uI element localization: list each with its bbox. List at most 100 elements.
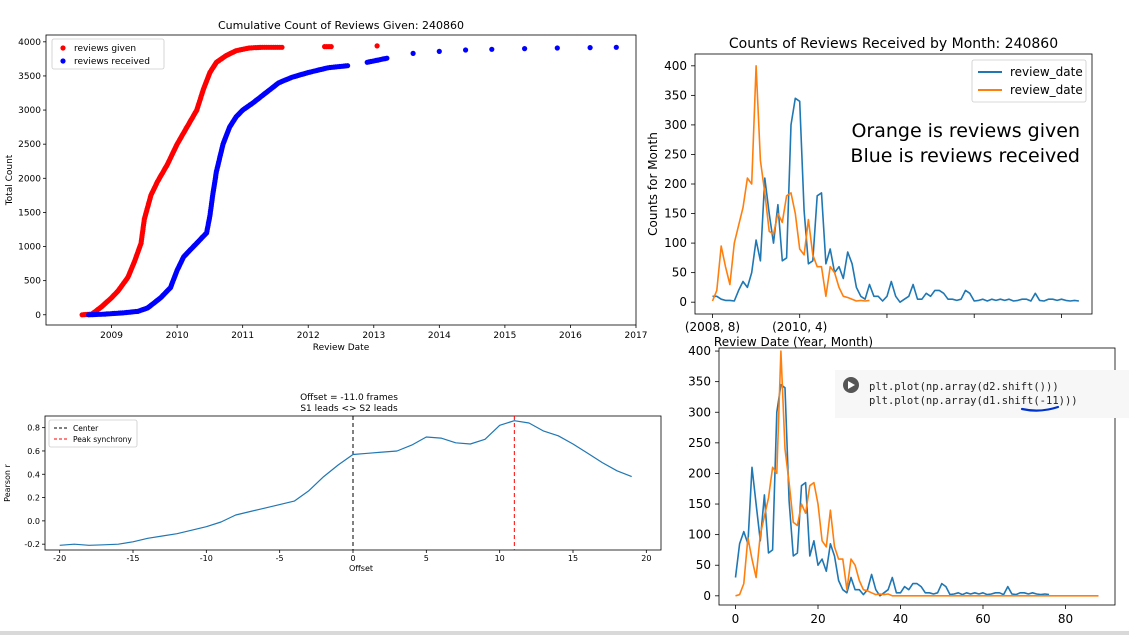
code-underline-mark <box>1020 405 1060 412</box>
cumulative-xtick-label: 2014 <box>428 331 451 341</box>
cumulative-ylabel: Total Count <box>5 154 15 206</box>
shifted-xtick-label: 80 <box>1058 612 1073 626</box>
cumulative-ytick-label: 3000 <box>18 106 41 116</box>
shifted-ytick-label: 350 <box>688 375 711 389</box>
shifted-series-line-0 <box>734 383 1050 597</box>
cumulative-xtick-label: 2013 <box>362 331 385 341</box>
cumulative-legend-box <box>51 38 165 70</box>
monthly-annotation-line: Blue is reviews received <box>850 145 1080 167</box>
cumulative-xtick-label: 2010 <box>166 331 189 341</box>
cumulative-xtick-label: 2016 <box>559 331 582 341</box>
code-line: plt.plot(np.array(d1.shift(-11))) <box>869 395 1078 407</box>
cumulative-legend-label: reviews received <box>74 57 150 67</box>
monthly-xlabel: Review Date (Year, Month) <box>714 335 873 349</box>
shifted-xtick-label: 20 <box>810 612 825 626</box>
synchrony-xlabel: Offset <box>349 564 373 573</box>
cumulative-ytick-label: 3500 <box>18 72 41 82</box>
play-icon <box>848 381 855 389</box>
cumulative-point-s1 <box>463 47 469 53</box>
monthly-series-line-1 <box>711 65 870 302</box>
cumulative-point-s1 <box>613 44 619 50</box>
monthly-legend-box <box>971 59 1087 103</box>
cumulative-ytick-label: 2000 <box>18 174 41 184</box>
cumulative-xlabel: Review Date <box>313 343 370 353</box>
cumulative-point-s0 <box>328 44 334 50</box>
cumulative-point-s1 <box>410 50 416 57</box>
synchrony-xtick-label: 0 <box>350 554 355 563</box>
monthly-ylabel: Counts for Month <box>646 132 660 236</box>
cumulative-point-s1 <box>384 55 390 61</box>
synchrony-ylabel: Pearson r <box>3 463 12 501</box>
cumulative-legend-marker <box>60 45 66 51</box>
cumulative-point-s1 <box>587 45 593 51</box>
synchrony-xtick-label: -5 <box>276 554 284 563</box>
code-snippet-bg <box>835 370 1129 418</box>
monthly-legend-label: review_date <box>1010 65 1083 79</box>
synchrony-title-line: Offset = -11.0 frames <box>300 393 398 403</box>
shifted-plot-frame <box>718 347 1116 606</box>
monthly-ytick-label: 300 <box>664 118 687 132</box>
monthly-ytick-label: 150 <box>664 207 687 221</box>
synchrony-xtick-label: -10 <box>200 554 213 563</box>
synchrony-series-line <box>59 420 632 546</box>
synchrony-ytick-label: 0.2 <box>27 494 40 503</box>
cumulative-title: Cumulative Count of Reviews Given: 24086… <box>218 19 464 32</box>
monthly-annotation-line: Orange is reviews given <box>851 120 1080 142</box>
monthly-ytick-label: 350 <box>664 88 687 102</box>
cumulative-xtick-label: 2012 <box>297 331 320 341</box>
code-line: plt.plot(np.array(d2.shift())) <box>869 381 1059 393</box>
monthly-ytick-label: 50 <box>672 266 687 280</box>
cumulative-point-s1 <box>554 45 560 51</box>
monthly-ytick-label: 400 <box>664 59 687 73</box>
cumulative-xtick-label: 2015 <box>493 331 516 341</box>
code-snippet: plt.plot(np.array(d2.shift())) plt.plot(n… <box>835 370 1129 418</box>
shifted-ytick-label: 150 <box>688 497 711 511</box>
monthly-xtick-label: (2008, 8) <box>685 320 740 334</box>
synchrony-xtick-label: -15 <box>126 554 139 563</box>
cumulative-xtick-label: 2009 <box>100 331 123 341</box>
cumulative-point-s1 <box>489 46 495 52</box>
synchrony-ytick-label: 0.4 <box>27 470 40 479</box>
monthly-ytick-label: 250 <box>664 147 687 161</box>
bottom-rule <box>0 631 1129 635</box>
synchrony-ytick-label: 0.0 <box>27 517 40 526</box>
monthly-title: Counts of Reviews Received by Month: 240… <box>729 36 1058 52</box>
shifted-xtick-label: 40 <box>893 612 908 626</box>
synchrony-legend-label: Peak synchrony <box>73 435 132 444</box>
cumulative-point-s1 <box>345 63 351 69</box>
cumulative-xtick-label: 2017 <box>625 331 648 341</box>
cumulative-plot-frame <box>45 34 637 326</box>
shifted-ytick-label: 200 <box>688 466 711 480</box>
synchrony-ytick-label: 0.6 <box>27 447 40 456</box>
synchrony-xtick-label: 15 <box>568 554 578 563</box>
synchrony-xtick-label: 20 <box>641 554 651 563</box>
cumulative-ytick-label: 500 <box>24 277 41 287</box>
shifted-ytick-label: 50 <box>696 558 711 572</box>
shifted-ytick-label: 100 <box>688 528 711 542</box>
cumulative-xtick-label: 2011 <box>231 331 254 341</box>
shifted-series-line-1 <box>735 350 1099 597</box>
synchrony-legend-label: Center <box>73 424 99 433</box>
shifted-ytick-label: 300 <box>688 405 711 419</box>
shifted-ytick-label: 250 <box>688 436 711 450</box>
monthly-legend-label: review_date <box>1010 83 1083 97</box>
synchrony-xtick-label: -20 <box>53 554 66 563</box>
monthly-series-line-0 <box>712 97 1080 304</box>
synchrony-title-line: S1 leads <> S2 leads <box>300 404 398 414</box>
synchrony-xtick-label: 10 <box>495 554 505 563</box>
cumulative-ytick-label: 0 <box>35 311 41 321</box>
monthly-ytick-label: 0 <box>679 295 687 309</box>
shifted-xtick-label: 60 <box>975 612 990 626</box>
synchrony-xtick-label: 5 <box>424 554 429 563</box>
shifted-xtick-label: 0 <box>732 612 740 626</box>
shifted-ytick-label: 400 <box>688 344 711 358</box>
cumulative-legend-label: reviews given <box>74 44 136 54</box>
cumulative-point-s0 <box>374 43 380 49</box>
cumulative-ytick-label: 1500 <box>18 208 41 218</box>
synchrony-ytick-label: 0.8 <box>27 424 40 433</box>
cumulative-ytick-label: 1000 <box>18 243 41 253</box>
monthly-ytick-label: 200 <box>664 177 687 191</box>
cumulative-point-s1 <box>522 46 528 52</box>
cumulative-ytick-label: 4000 <box>18 38 41 48</box>
synchrony-ytick-label: -0.2 <box>24 540 40 549</box>
